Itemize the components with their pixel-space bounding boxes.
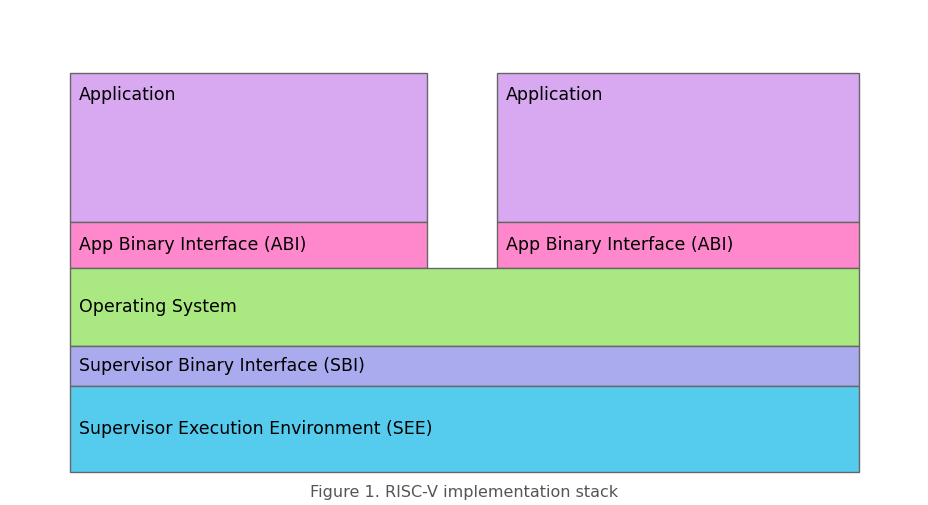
FancyBboxPatch shape — [70, 222, 427, 268]
Text: Application: Application — [79, 86, 176, 104]
FancyBboxPatch shape — [496, 73, 858, 222]
Text: App Binary Interface (ABI): App Binary Interface (ABI) — [79, 236, 306, 254]
Text: Figure 1. RISC-V implementation stack: Figure 1. RISC-V implementation stack — [310, 485, 618, 500]
FancyBboxPatch shape — [496, 222, 858, 268]
FancyBboxPatch shape — [70, 386, 858, 472]
FancyBboxPatch shape — [70, 268, 858, 346]
Text: App Binary Interface (ABI): App Binary Interface (ABI) — [506, 236, 733, 254]
Text: Supervisor Binary Interface (SBI): Supervisor Binary Interface (SBI) — [79, 357, 365, 375]
Text: Operating System: Operating System — [79, 298, 237, 316]
FancyBboxPatch shape — [70, 73, 427, 222]
Text: Supervisor Execution Environment (SEE): Supervisor Execution Environment (SEE) — [79, 420, 432, 438]
FancyBboxPatch shape — [70, 346, 858, 386]
Text: Application: Application — [506, 86, 603, 104]
